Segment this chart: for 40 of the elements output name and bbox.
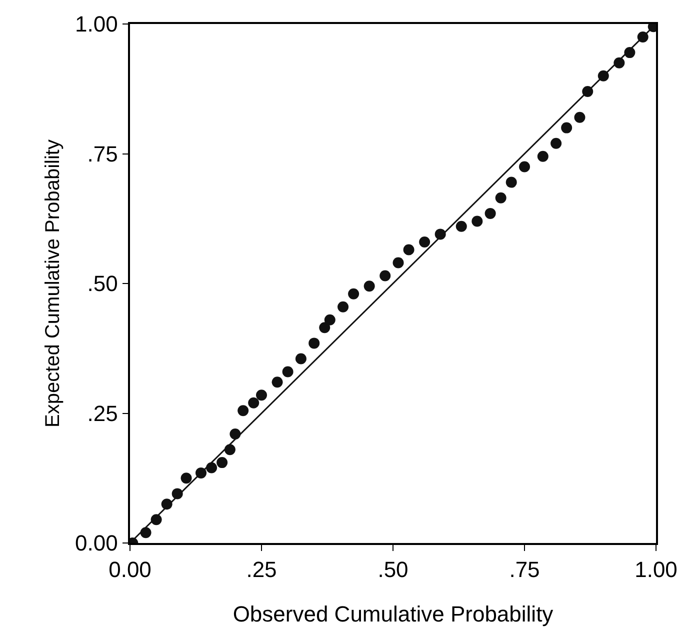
point <box>338 301 349 312</box>
point <box>364 280 375 292</box>
y-tick-label: .50 <box>87 271 118 296</box>
point <box>216 457 228 468</box>
point <box>319 322 330 334</box>
point <box>295 353 306 364</box>
point <box>248 397 260 408</box>
point <box>256 390 267 401</box>
y-tick-label: .75 <box>87 141 118 166</box>
x-tick-label: 0.00 <box>108 557 152 582</box>
point <box>392 257 404 268</box>
point <box>574 112 586 123</box>
point <box>282 366 294 378</box>
point <box>272 376 283 388</box>
point <box>550 138 562 149</box>
point <box>456 220 467 232</box>
x-axis-title: Observed Cumulative Probability <box>232 602 554 627</box>
y-axis-title: Expected Cumulative Probability <box>42 140 64 428</box>
point <box>180 472 192 484</box>
y-tick-label: 0.00 <box>75 530 118 556</box>
point <box>561 122 572 134</box>
point <box>348 288 360 300</box>
point <box>403 244 414 256</box>
point <box>324 314 336 326</box>
point <box>519 161 530 172</box>
point <box>380 270 391 282</box>
point <box>238 405 249 416</box>
point <box>484 208 496 219</box>
x-tick-label: .50 <box>378 557 408 582</box>
point <box>472 216 483 227</box>
point <box>506 176 517 188</box>
y-tick-label: 1.00 <box>75 12 118 37</box>
x-tick-label: .25 <box>246 557 277 582</box>
x-tick-label: 1.00 <box>634 557 678 582</box>
point <box>419 236 430 248</box>
y-tick-label: .25 <box>87 400 118 426</box>
x-tick-label: .75 <box>509 557 540 582</box>
point <box>537 150 548 162</box>
point <box>495 192 506 204</box>
point <box>308 338 320 349</box>
